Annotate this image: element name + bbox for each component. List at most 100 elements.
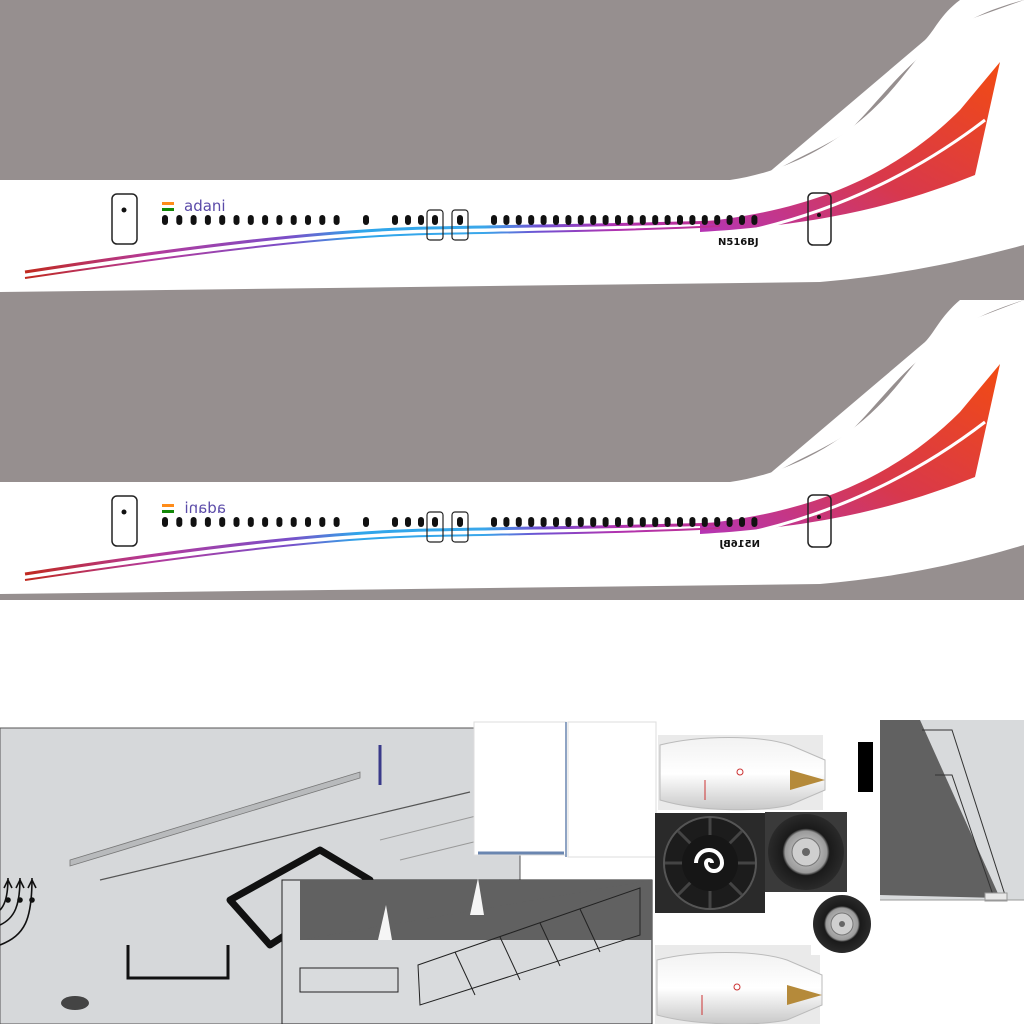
engine-fan-spinner-icon — [655, 813, 765, 913]
cabin-window — [219, 215, 226, 225]
background-lower-band — [0, 545, 1024, 600]
cabin-window — [553, 215, 559, 225]
cabin-window — [503, 517, 510, 527]
cabin-window — [418, 215, 424, 225]
light-icon — [61, 996, 89, 1010]
fuselage-edge-top — [760, 0, 1024, 180]
cabin-window — [418, 517, 424, 527]
cheatline-lower — [24, 527, 721, 581]
cabin-window — [577, 215, 584, 225]
tail-swoosh — [700, 62, 1000, 232]
cabin-window — [363, 215, 369, 225]
rear-door — [807, 192, 832, 246]
engine-nacelle-icon — [655, 945, 823, 1024]
cabin-window — [432, 215, 438, 225]
cabin-windows — [162, 215, 758, 225]
cabin-window — [540, 215, 547, 225]
cabin-window — [689, 517, 696, 527]
cabin-window — [639, 517, 646, 527]
cabin-window — [457, 215, 463, 225]
arrow-markings — [0, 877, 37, 946]
cabin-window — [627, 215, 634, 225]
landing-gear-wheel-icon — [765, 812, 847, 892]
door-handle — [817, 213, 821, 217]
cabin-window — [553, 517, 559, 527]
fuselage-right-side: adani N516BJ — [0, 300, 1024, 600]
cabin-window — [515, 517, 522, 527]
black-marker — [858, 742, 873, 792]
landing-gear-wheel-icon — [811, 893, 873, 955]
cabin-window — [290, 215, 297, 225]
cabin-window — [247, 215, 254, 225]
cabin-window — [233, 215, 240, 225]
tail-swoosh — [700, 364, 1000, 534]
overwing-exit — [451, 209, 469, 241]
cabin-window — [677, 517, 683, 527]
cabin-window — [305, 517, 311, 527]
cabin-window — [540, 517, 547, 527]
cabin-window — [319, 215, 326, 225]
cabin-window — [233, 517, 240, 527]
front-door — [111, 193, 138, 245]
cabin-window — [677, 215, 683, 225]
cabin-window — [739, 517, 745, 527]
overwing-exit — [451, 511, 469, 543]
cabin-window — [305, 215, 311, 225]
cabin-window — [276, 517, 283, 527]
cabin-window — [652, 517, 659, 527]
cabin-window — [751, 215, 758, 225]
cheatline-lower — [24, 225, 721, 279]
fuselage-left-side: adani N516BJ — [0, 0, 1024, 300]
cabin-window — [432, 517, 438, 527]
india-flag-icon — [162, 504, 174, 513]
cabin-window — [333, 215, 340, 225]
door-handle — [817, 515, 821, 519]
tail-white-line — [751, 118, 986, 232]
cabin-window — [627, 517, 634, 527]
fuselage-edge-top — [760, 300, 1024, 482]
cabin-window — [262, 215, 269, 225]
cabin-window — [714, 215, 721, 225]
front-door — [111, 495, 138, 547]
rear-door — [807, 494, 832, 548]
cabin-window — [602, 215, 609, 225]
cabin-window — [503, 215, 510, 225]
cabin-window — [615, 517, 621, 527]
cabin-window — [290, 517, 297, 527]
cabin-window — [392, 215, 398, 225]
cabin-window — [262, 517, 269, 527]
cabin-window — [602, 517, 609, 527]
cabin-window — [726, 517, 733, 527]
cabin-window — [528, 215, 535, 225]
cabin-window — [204, 517, 211, 527]
cabin-window — [714, 517, 721, 527]
cabin-window — [565, 517, 572, 527]
cabin-window — [701, 215, 708, 225]
cabin-window — [664, 215, 671, 225]
cabin-window — [689, 215, 696, 225]
stabilizer-panel — [281, 878, 653, 1024]
cabin-window — [219, 517, 226, 527]
cabin-window — [491, 215, 497, 225]
cabin-window — [162, 517, 168, 527]
cabin-window — [162, 215, 168, 225]
cabin-window — [405, 517, 411, 527]
india-flag-icon — [162, 202, 174, 211]
cabin-window — [392, 517, 398, 527]
vertical-stabilizer-panel — [880, 720, 1024, 902]
door-handle — [121, 207, 127, 213]
cabin-window — [515, 215, 522, 225]
overwing-exit — [426, 209, 444, 241]
cabin-window — [577, 517, 584, 527]
cabin-window — [363, 517, 369, 527]
cabin-windows — [162, 517, 758, 527]
cabin-window — [247, 517, 254, 527]
registration-text: N516BJ — [718, 237, 759, 248]
cabin-window — [590, 517, 597, 527]
cabin-window — [590, 215, 597, 225]
cabin-window — [491, 517, 497, 527]
airline-logo-text: adani — [184, 197, 226, 215]
cabin-window — [615, 215, 621, 225]
white-patch-panels — [473, 721, 657, 858]
